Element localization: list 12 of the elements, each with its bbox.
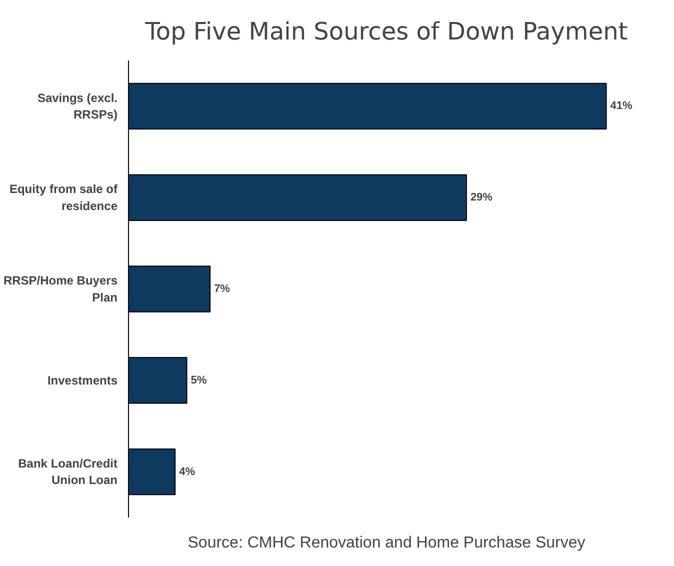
y-tick-label: RRSP/Home Buyers Plan xyxy=(3,274,118,304)
data-label: 7% xyxy=(214,283,230,295)
data-label: 4% xyxy=(179,466,196,478)
y-tick-label: Bank Loan/Credit Union Loan xyxy=(18,456,118,488)
data-label: 29% xyxy=(470,192,493,204)
y-tick-label: Equity from sale of residence xyxy=(9,182,119,213)
y-tick-label: Savings (excl. RRSPs) xyxy=(37,90,118,122)
y-tick-label: Investments xyxy=(47,373,118,388)
data-label: 5% xyxy=(190,374,207,386)
data-label: 41% xyxy=(610,100,633,112)
source-note: Source: CMHC Renovation and Home Purchase Survey xyxy=(188,534,586,552)
chart-title: Top Five Main Sources of Down Payment xyxy=(144,18,628,46)
